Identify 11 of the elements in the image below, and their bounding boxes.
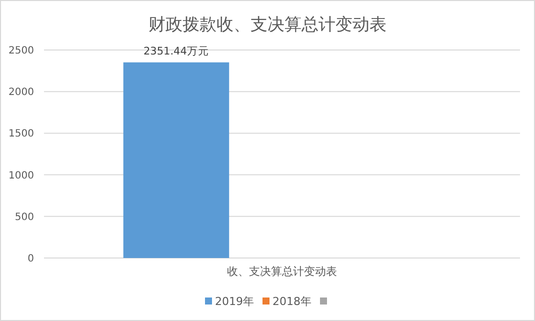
x-tick-label: 收、支决算总计变动表 [227,265,337,278]
y-tick-label: 1000 [8,170,34,182]
legend-label: 2018年 [272,294,312,308]
legend-label: 2019年 [215,294,254,308]
chart-title: 财政拨款收、支决算总计变动表 [148,15,386,35]
y-tick-label: 0 [28,254,34,264]
y-tick-label: 2500 [8,46,34,56]
y-tick-label: 2000 [8,87,34,98]
y-tick-label: 1500 [8,128,34,140]
data-label: 2351.44万元 [144,45,209,58]
y-tick-label: 500 [14,212,34,223]
